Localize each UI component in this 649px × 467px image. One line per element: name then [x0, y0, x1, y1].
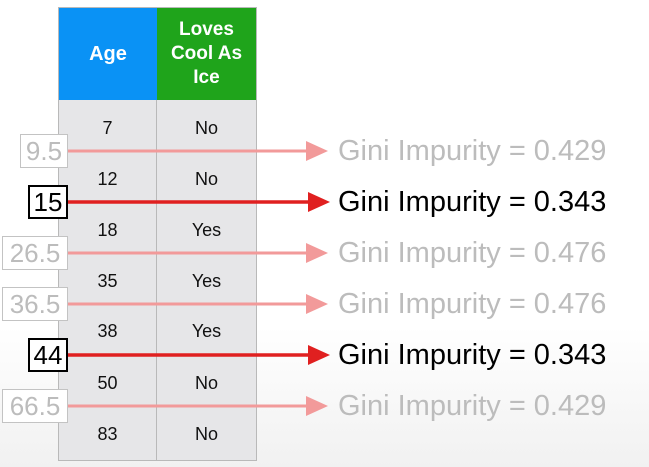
- threshold-box: 44: [28, 338, 68, 372]
- loves-cell: No: [194, 117, 218, 138]
- threshold-box: 26.5: [2, 236, 68, 270]
- age-cell: 50: [97, 372, 118, 393]
- threshold-box: 15: [28, 185, 68, 219]
- gini-impurity-label: Gini Impurity = 0.476: [338, 237, 607, 269]
- gini-impurity-label: Gini Impurity = 0.429: [338, 390, 607, 422]
- loves-cell: No: [194, 168, 218, 189]
- threshold-box: 9.5: [20, 134, 68, 168]
- age-loves-table: Age Loves Cool As Ice 7 No 12 No 18 Yes 35 Yes 3…: [58, 7, 257, 461]
- threshold-box: 66.5: [2, 389, 68, 423]
- loves-cell: Yes: [191, 320, 222, 341]
- age-cell: 83: [97, 423, 118, 444]
- gini-impurity-label: Gini Impurity = 0.429: [338, 135, 607, 167]
- loves-cell: Yes: [191, 219, 222, 240]
- age-cell: 35: [97, 270, 118, 291]
- loves-cell: Yes: [191, 270, 222, 291]
- column-divider: [156, 100, 157, 460]
- age-cell: 38: [97, 320, 118, 341]
- age-cell: 18: [97, 219, 118, 240]
- gini-impurity-label: Gini Impurity = 0.476: [338, 288, 607, 320]
- gini-impurity-label: Gini Impurity = 0.343: [338, 339, 607, 371]
- split-arrow-head: [308, 345, 330, 365]
- split-arrow-head: [306, 396, 328, 416]
- age-cell: 12: [97, 168, 118, 189]
- loves-cell: No: [194, 423, 218, 444]
- threshold-box: 36.5: [2, 287, 68, 321]
- split-arrow-head: [306, 141, 328, 161]
- split-arrow-head: [308, 192, 330, 212]
- loves-cool-as-ice-column-header: Loves Cool As Ice: [157, 8, 256, 100]
- split-arrow-head: [306, 243, 328, 263]
- split-arrow-head: [306, 294, 328, 314]
- age-column-header: Age: [59, 8, 157, 100]
- gini-impurity-label: Gini Impurity = 0.343: [338, 186, 607, 218]
- age-cell: 7: [102, 117, 113, 138]
- loves-cell: No: [194, 372, 218, 393]
